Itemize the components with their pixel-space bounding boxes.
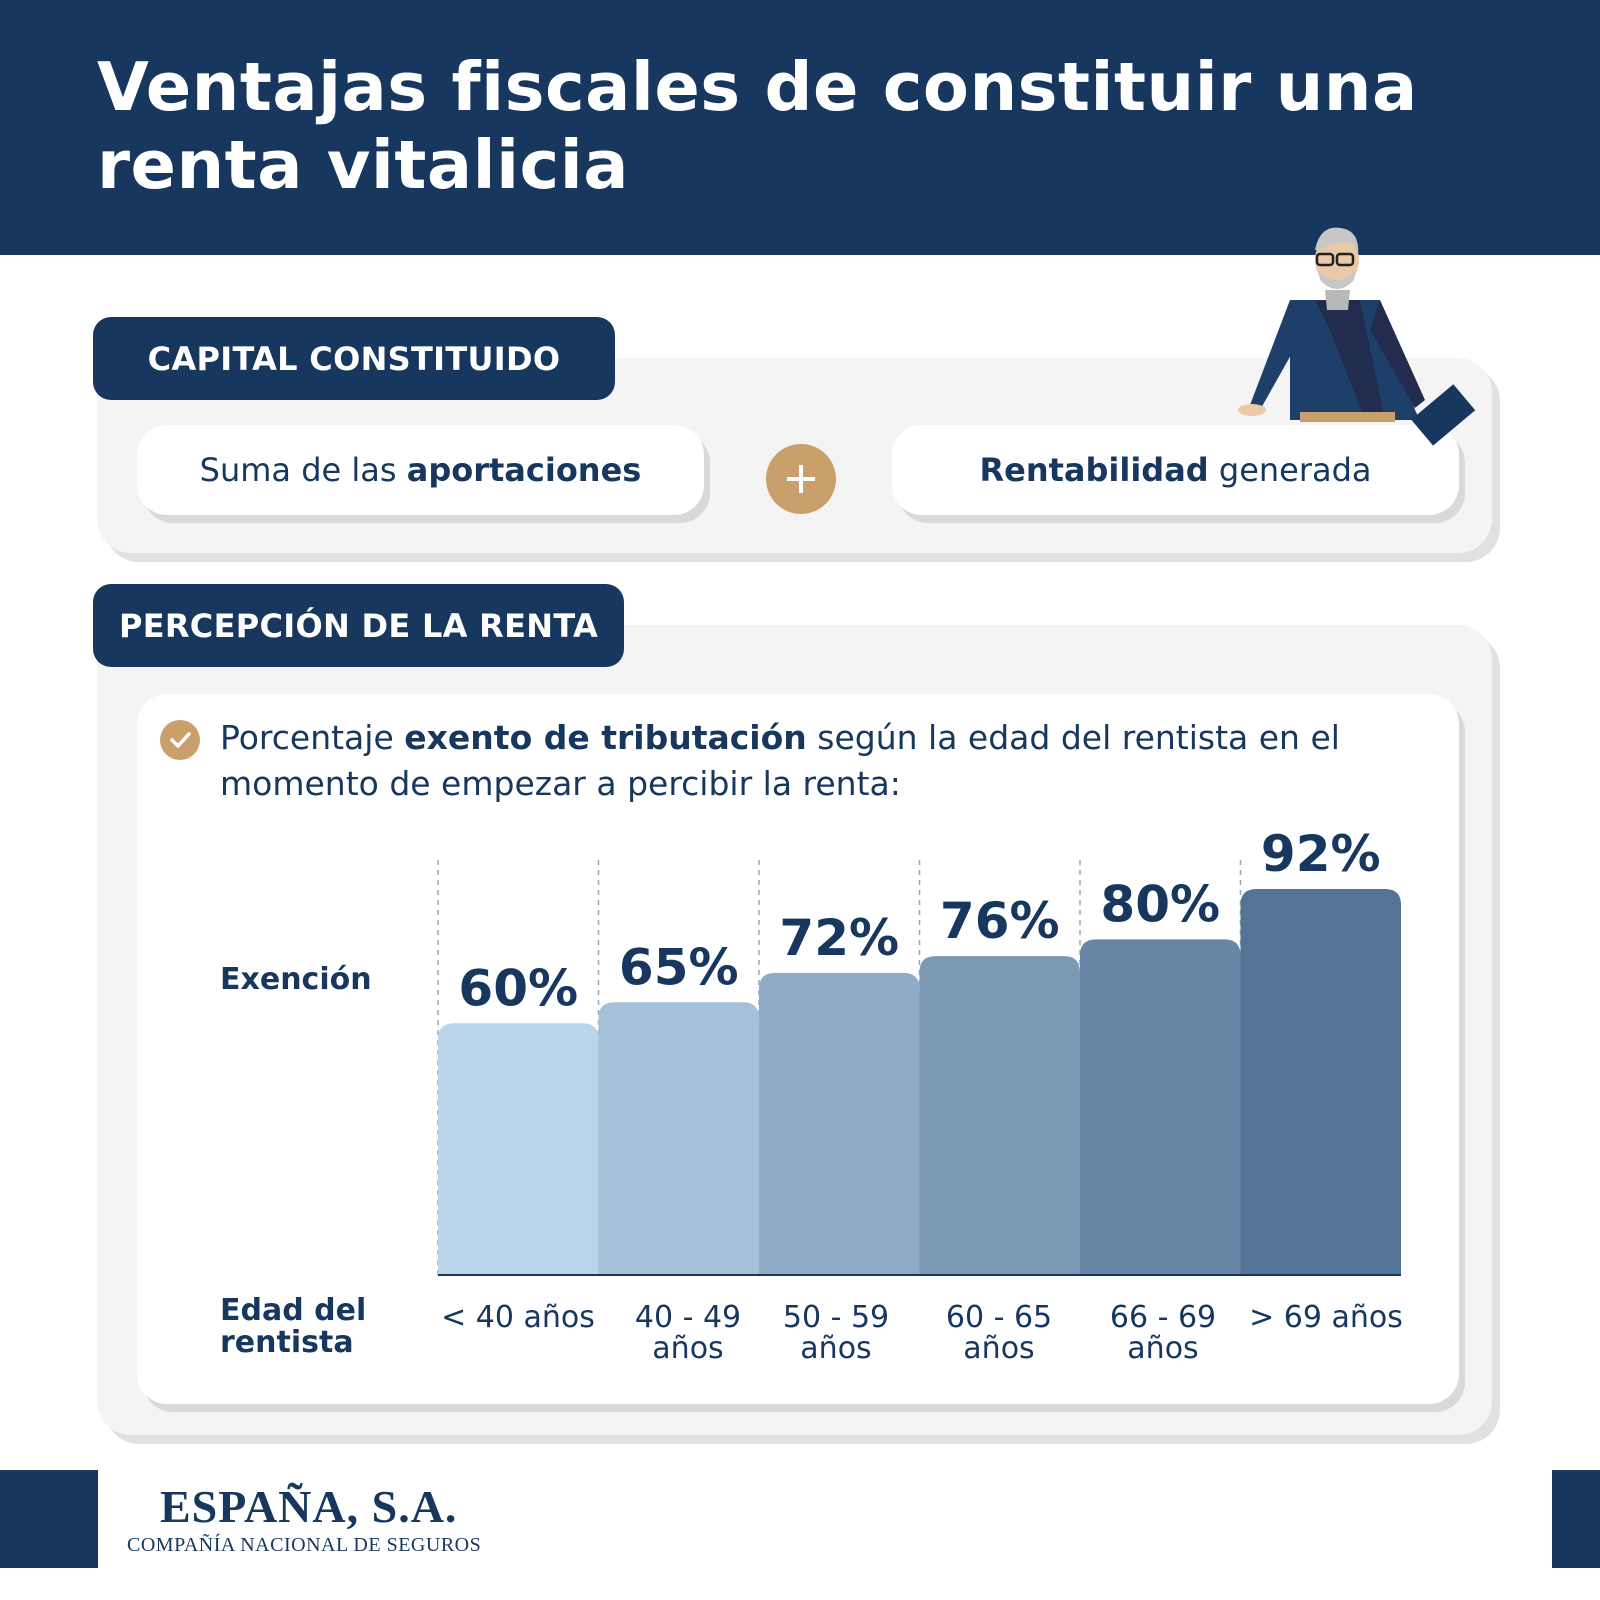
chart-description: Porcentaje exento de tributación según l…: [220, 715, 1370, 807]
x-tick-label: > 69 años: [1249, 1300, 1403, 1335]
bar-1: [598, 1002, 759, 1275]
bar-value-label: 80%: [1100, 875, 1220, 933]
bar-value-label: 76%: [940, 892, 1060, 950]
bar-value-label: 60%: [458, 959, 578, 1017]
x-tick-label: 60 - 65 años: [945, 1300, 1053, 1366]
rentabilidad-box: Rentabilidad generada: [892, 425, 1459, 515]
plus-icon: [766, 444, 836, 514]
footer-square-left: [0, 1470, 98, 1568]
bar-4: [1080, 939, 1241, 1275]
x-axis-label: Edad del rentista: [220, 1293, 367, 1360]
x-tick-label: 40 - 49 años: [634, 1300, 742, 1366]
footer-square-right: [1552, 1470, 1600, 1568]
page-title: Ventajas fiscales de constituir una rent…: [97, 48, 1418, 204]
aportaciones-text: Suma de las: [199, 451, 407, 489]
bar-0: [438, 1023, 599, 1275]
brand-logo: ESPAÑA, S.A.: [160, 1481, 458, 1532]
rentabilidad-bold: Rentabilidad: [979, 451, 1209, 489]
bar-5: [1240, 889, 1401, 1275]
aportaciones-box: Suma de las aportaciones: [137, 425, 704, 515]
businessman-illustration: [1238, 227, 1476, 446]
bar-3: [919, 956, 1080, 1275]
bar-value-label: 65%: [619, 938, 739, 996]
bar-value-label: 72%: [779, 909, 899, 967]
percepcion-section-label: PERCEPCIÓN DE LA RENTA: [93, 584, 624, 667]
rentabilidad-text: generada: [1208, 451, 1372, 489]
exemption-bar-chart: 60% 65% 72% 76% 80% 92%: [437, 825, 1401, 1276]
capital-section-label: CAPITAL CONSTITUIDO: [93, 317, 615, 400]
desc-text-pre: Porcentaje: [220, 718, 405, 757]
x-tick-label: < 40 años: [441, 1300, 595, 1335]
check-icon: [160, 720, 200, 760]
x-tick-label: 50 - 59 años: [782, 1300, 890, 1366]
desc-text-post: según la edad del rentista en el momento…: [220, 718, 1340, 803]
y-axis-label: Exención: [220, 962, 372, 997]
desc-text-bold: exento de tributación: [404, 718, 807, 757]
brand-subtitle: COMPAÑÍA NACIONAL DE SEGUROS: [127, 1534, 482, 1556]
header-banner: [0, 0, 1600, 255]
bar-value-label: 92%: [1261, 825, 1381, 883]
bar-2: [759, 972, 920, 1275]
x-tick-label: 66 - 69 años: [1109, 1300, 1217, 1366]
aportaciones-bold: aportaciones: [406, 451, 642, 489]
